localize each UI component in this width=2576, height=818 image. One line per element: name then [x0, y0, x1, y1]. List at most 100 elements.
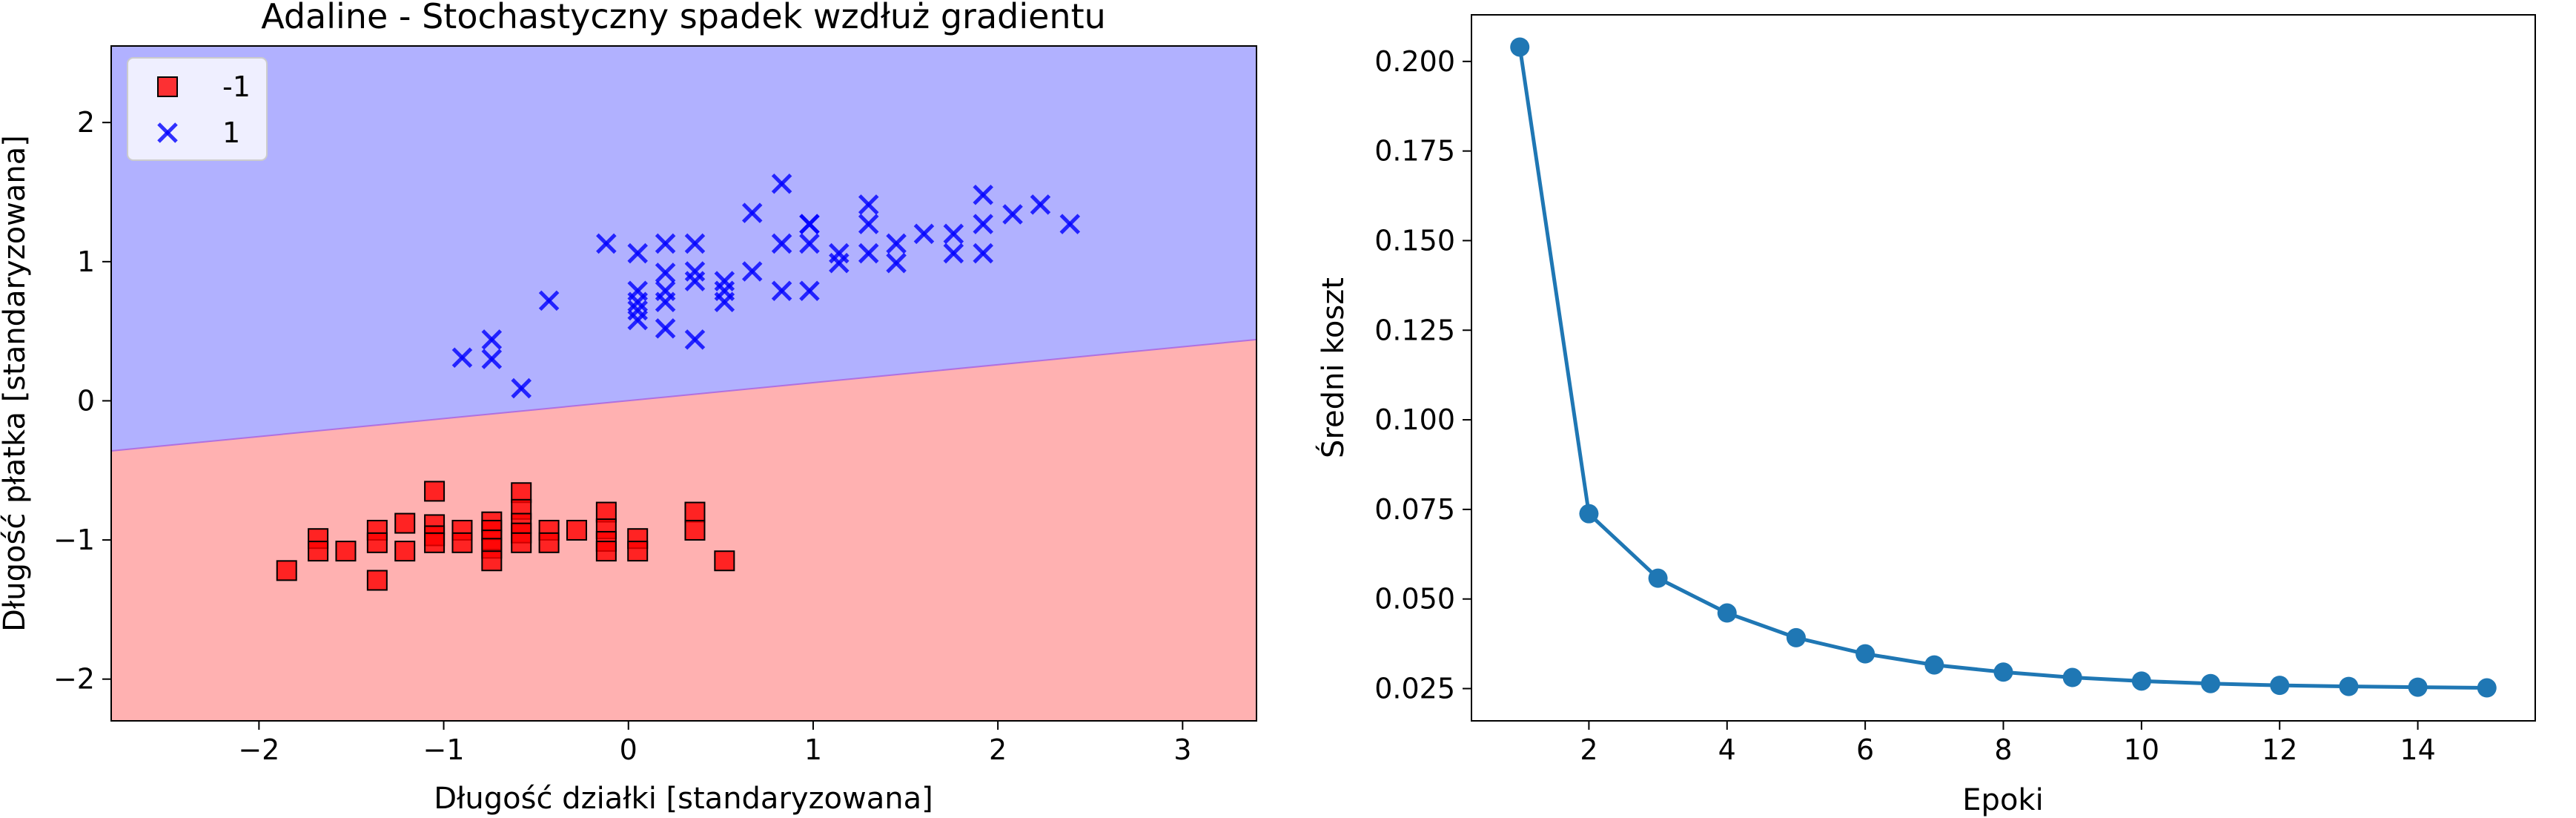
- cost-point: [2201, 673, 2221, 693]
- point-class-1: [858, 194, 879, 215]
- y-tick-label: 0.025: [1374, 673, 1455, 705]
- x-tick-label: 6: [1856, 733, 1874, 766]
- cost-point: [2062, 667, 2082, 687]
- y-tick-label: 0.075: [1374, 493, 1455, 526]
- x-tick-label: 12: [2262, 733, 2297, 766]
- point-class-minus-1: [684, 519, 706, 541]
- point-class-1: [481, 329, 503, 350]
- cost-point: [1924, 655, 1944, 675]
- right-x-axis-label: Epoki: [1962, 783, 2043, 817]
- x-tick-label: 0: [620, 733, 638, 766]
- point-class-1: [858, 243, 879, 264]
- y-tick-label: 1: [77, 245, 95, 278]
- point-class-1: [973, 214, 993, 234]
- left-data-points: [276, 173, 1081, 591]
- point-class-1: [973, 184, 993, 205]
- x-tick-label: 1: [804, 733, 822, 766]
- point-class-minus-1: [684, 501, 706, 523]
- cost-point: [1855, 644, 1875, 664]
- x-tick-label: 2: [989, 733, 1007, 766]
- y-tick-label: 0.050: [1374, 583, 1455, 616]
- point-class-1: [741, 202, 763, 223]
- y-tick-label: 0.150: [1374, 224, 1455, 257]
- point-class-minus-1: [424, 532, 446, 553]
- point-class-1: [1059, 214, 1081, 234]
- cost-point: [1510, 37, 1530, 57]
- point-class-1: [451, 347, 473, 369]
- x-tick-label: −1: [423, 733, 465, 766]
- right-x-axis-ticks: 2 4 6 8 10 12 14: [1580, 721, 2436, 766]
- point-class-minus-1: [366, 570, 388, 591]
- point-class-1: [943, 223, 964, 245]
- region-class-minus-1: [111, 339, 1256, 721]
- cost-data-points: [1510, 37, 2497, 698]
- point-class-1: [655, 233, 676, 254]
- point-class-1: [799, 214, 820, 234]
- cost-point: [2270, 676, 2290, 696]
- point-class-1: [627, 280, 648, 301]
- point-class-minus-1: [394, 541, 416, 562]
- decision-boundary-line: [111, 338, 1256, 452]
- y-tick-label: 0.125: [1374, 314, 1455, 346]
- cost-point: [1993, 662, 2013, 682]
- cost-series-line: [1517, 47, 2487, 690]
- point-class-1: [481, 349, 503, 369]
- left-x-axis-label: Długość działki [standaryzowana]: [434, 782, 933, 816]
- point-class-minus-1: [595, 541, 617, 562]
- cost-point: [1579, 504, 1599, 524]
- region-class-1: [111, 46, 1256, 451]
- point-class-1: [538, 290, 560, 311]
- point-class-minus-1: [335, 541, 357, 562]
- point-class-1: [1002, 204, 1023, 225]
- point-class-1: [655, 263, 676, 283]
- point-class-1: [511, 377, 532, 399]
- x-tick-label: 10: [2124, 733, 2159, 766]
- right-y-axis-label: Średni koszt: [1315, 277, 1351, 458]
- point-class-1: [858, 214, 879, 234]
- point-class-1: [771, 280, 792, 301]
- y-tick-label: 0: [77, 384, 95, 417]
- point-class-minus-1: [424, 481, 446, 502]
- point-class-1: [973, 243, 993, 264]
- left-chart-title: Adaline - Stochastyczny spadek wzdłuż gr…: [261, 0, 1106, 36]
- point-class-1: [943, 243, 964, 264]
- left-y-axis-label: Długość płatka [standaryzowana]: [0, 135, 32, 632]
- point-class-1: [799, 233, 820, 254]
- legend-label-1: 1: [222, 116, 240, 149]
- point-class-minus-1: [276, 560, 297, 581]
- y-tick-label: −2: [53, 663, 95, 696]
- y-tick-label: −1: [53, 524, 95, 556]
- x-tick-label: 14: [2400, 733, 2435, 766]
- legend-marker-square: [157, 76, 178, 97]
- point-class-minus-1: [394, 512, 416, 534]
- legend: -1 1: [127, 57, 268, 161]
- point-class-1: [627, 300, 648, 321]
- x-tick-label: 8: [1994, 733, 2012, 766]
- y-tick-label: 0.200: [1374, 45, 1455, 78]
- cost-point: [1786, 627, 1806, 647]
- point-class-1: [913, 223, 935, 245]
- decision-regions-chart: Adaline - Stochastyczny spadek wzdłuż gr…: [0, 0, 1257, 816]
- cost-point: [2408, 677, 2428, 697]
- point-class-minus-1: [451, 532, 473, 553]
- point-class-1: [771, 233, 792, 254]
- point-class-1: [714, 271, 735, 291]
- point-class-1: [799, 280, 820, 301]
- point-class-1: [1030, 194, 1051, 215]
- point-class-1: [684, 329, 706, 350]
- y-tick-label: 0.100: [1374, 403, 1455, 436]
- point-class-1: [684, 233, 706, 254]
- cost-line-chart: 2 4 6 8 10 12 14 0.025 0.050 0.075 0.100 0.125 0.15…: [1315, 14, 2536, 817]
- right-y-axis-ticks: 0.025 0.050 0.075 0.100 0.125 0.150 0.175 0.200: [1374, 45, 1471, 705]
- point-class-minus-1: [714, 550, 735, 572]
- point-class-minus-1: [481, 550, 503, 572]
- point-class-minus-1: [538, 532, 560, 553]
- cost-point: [1648, 568, 1668, 588]
- y-tick-label: 2: [77, 106, 95, 139]
- point-class-minus-1: [627, 541, 649, 562]
- x-tick-label: 2: [1580, 733, 1597, 766]
- point-class-1: [829, 243, 850, 264]
- left-x-axis-ticks: −2 −1 0 1 2 3: [238, 721, 1191, 766]
- x-tick-label: 4: [1718, 733, 1736, 766]
